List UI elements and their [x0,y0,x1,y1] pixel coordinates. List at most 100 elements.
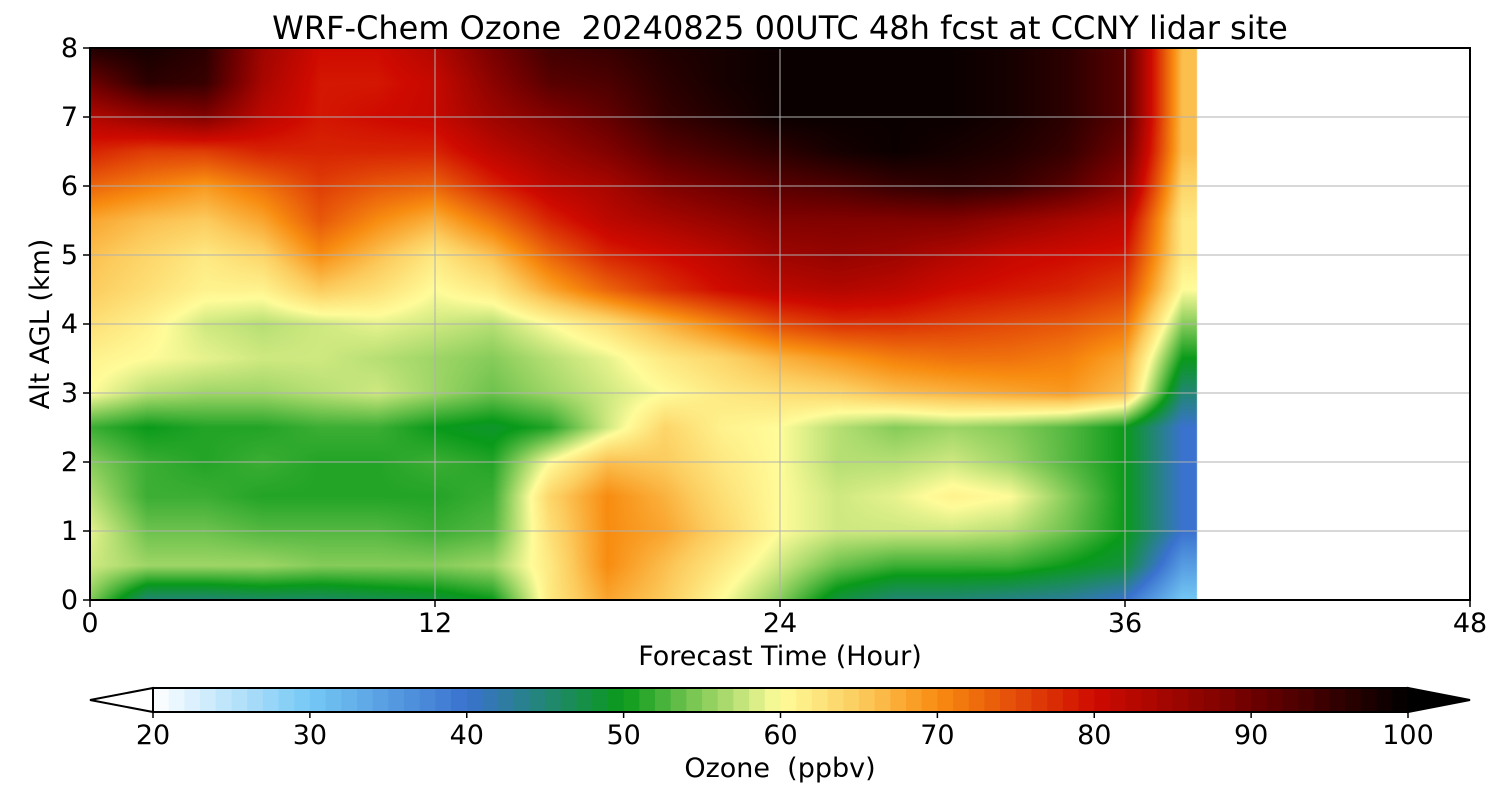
colorbar-swatch [874,688,891,712]
colorbar-swatch [1141,688,1158,712]
x-tick-label: 24 [763,608,797,639]
colorbar-swatch [372,688,389,712]
colorbar-swatch [341,688,358,712]
colorbar-swatch [466,688,484,712]
y-tick-label: 0 [61,585,78,616]
y-tick-label: 8 [61,33,78,64]
colorbar-swatch [529,688,546,712]
colorbar-swatch [545,688,562,712]
colorbar-swatch [262,688,280,712]
plot-area [89,47,1471,601]
colorbar-swatch [215,688,233,712]
colorbar-swatch [388,688,405,712]
colorbar-swatch [1282,688,1299,712]
colorbar-swatch [906,688,923,712]
colorbar-tick-label: 60 [763,720,797,751]
colorbar-swatches [153,688,1409,712]
colorbar-under-extension [89,686,154,714]
colorbar-swatch [686,688,703,712]
y-tick-label: 2 [61,447,78,478]
colorbar-swatch [1015,688,1033,712]
colorbar-swatch [733,688,750,712]
colorbar-swatch [1094,688,1111,712]
colorbar-swatch [576,688,593,712]
colorbar-swatch [231,688,248,712]
colorbar-swatch [968,688,986,712]
colorbar-swatch [1329,688,1346,712]
colorbar-swatch [717,688,735,712]
colorbar-swatch [670,688,687,712]
x-tick-label: 48 [1453,608,1487,639]
colorbar-tick-label: 40 [450,720,484,751]
colorbar-swatch [953,688,970,712]
colorbar-swatch [1360,688,1378,712]
y-axis: 0 1 2 3 4 5 6 7 8 [61,33,90,616]
x-tick-label: 36 [1108,608,1142,639]
colorbar-swatch [780,688,797,712]
x-axis-label: Forecast Time (Hour) [638,641,922,672]
colorbar-swatch [560,688,578,712]
colorbar-swatch [153,688,170,712]
colorbar-swatch [482,688,499,712]
colorbar-swatch [513,688,531,712]
colorbar-tick-label: 80 [1077,720,1111,751]
colorbar-swatch [1345,688,1362,712]
colorbar-swatch [984,688,1001,712]
colorbar-swatch [451,688,468,712]
colorbar-swatch [498,688,515,712]
colorbar-swatch [702,688,719,712]
colorbar-swatch [1047,688,1064,712]
colorbar-swatch [811,688,829,712]
x-tick-label: 12 [418,608,452,639]
colorbar-tick-label: 50 [606,720,640,751]
colorbar-swatch [1392,688,1409,712]
colorbar-swatch [890,688,907,712]
grid-lines [90,48,1470,600]
colorbar-tick-label: 90 [1234,720,1268,751]
colorbar-swatch [1313,688,1331,712]
colorbar-swatch [858,688,876,712]
colorbar-swatch [168,688,185,712]
colorbar-over-extension [1407,686,1471,714]
y-tick-label: 1 [61,516,78,547]
colorbar-tick-label: 20 [136,720,170,751]
colorbar-swatch [1376,688,1393,712]
colorbar-swatch [1062,688,1080,712]
colorbar-swatch [749,688,766,712]
colorbar-swatch [921,688,938,712]
colorbar-swatch [309,688,327,712]
y-tick-label: 6 [61,171,78,202]
colorbar-swatch [1000,688,1017,712]
colorbar-swatch [419,688,436,712]
colorbar-swatch [1078,688,1095,712]
colorbar-swatch [764,688,782,712]
colorbar-swatch [184,688,201,712]
colorbar-swatch [1204,688,1221,712]
y-tick-label: 4 [61,309,78,340]
colorbar-swatch [200,688,217,712]
colorbar-swatch [827,688,844,712]
y-tick-label: 3 [61,378,78,409]
colorbar-swatch [1219,688,1237,712]
y-tick-label: 7 [61,102,78,133]
chart-title: WRF-Chem Ozone 20240825 00UTC 48h fcst a… [272,9,1288,47]
x-tick-label: 0 [81,608,98,639]
colorbar-swatch [294,688,311,712]
colorbar-swatch [1031,688,1048,712]
colorbar-swatch [1251,688,1268,712]
colorbar-swatch [937,688,954,712]
y-axis-label: Alt AGL (km) [25,239,56,410]
colorbar-swatch [278,688,295,712]
colorbar-swatch [796,688,813,712]
colorbar-swatch [435,688,452,712]
colorbar-swatch [655,688,672,712]
colorbar-swatch [325,688,342,712]
colorbar-swatch [639,688,656,712]
colorbar-swatch [1235,688,1252,712]
colorbar-swatch [1298,688,1315,712]
colorbar-tick-label: 30 [293,720,327,751]
x-axis: 0 12 24 36 48 [81,600,1487,639]
colorbar-swatch [607,688,625,712]
colorbar-swatch [1266,688,1284,712]
